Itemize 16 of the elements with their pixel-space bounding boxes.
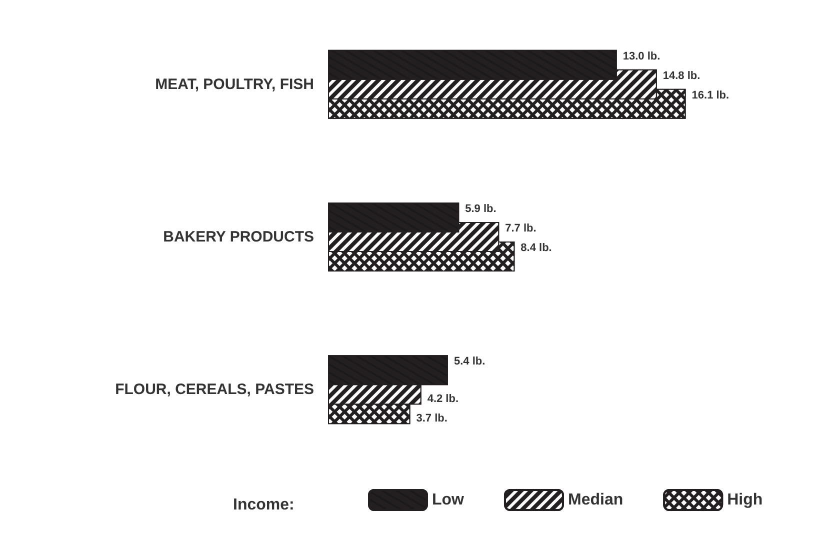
legend-title: Income: [233, 496, 294, 514]
data-label: 5.9 lb. [465, 203, 496, 215]
data-label: 13.0 lb. [622, 50, 660, 62]
data-label: 4.2 lb. [427, 393, 459, 406]
data-label: 16.1 lb. [692, 89, 730, 102]
legend-label: Median [568, 492, 624, 508]
y-tick-label: BAKERY PRODUCTS [163, 228, 314, 246]
legend-label: High [727, 492, 763, 508]
data-label: 14.8 lb. [662, 70, 700, 82]
data-label: 7.7 lb. [505, 222, 536, 234]
data-label: 5.4 lb. [454, 356, 486, 368]
y-tick-label: FLOUR, CEREALS, PASTES [115, 381, 314, 398]
y-tick-label: MEAT, POULTRY, FISH [155, 76, 314, 93]
legend-label: Low [432, 492, 465, 508]
data-label: 8.4 lb. [520, 242, 552, 254]
data-label: 3.7 lb. [416, 412, 448, 425]
